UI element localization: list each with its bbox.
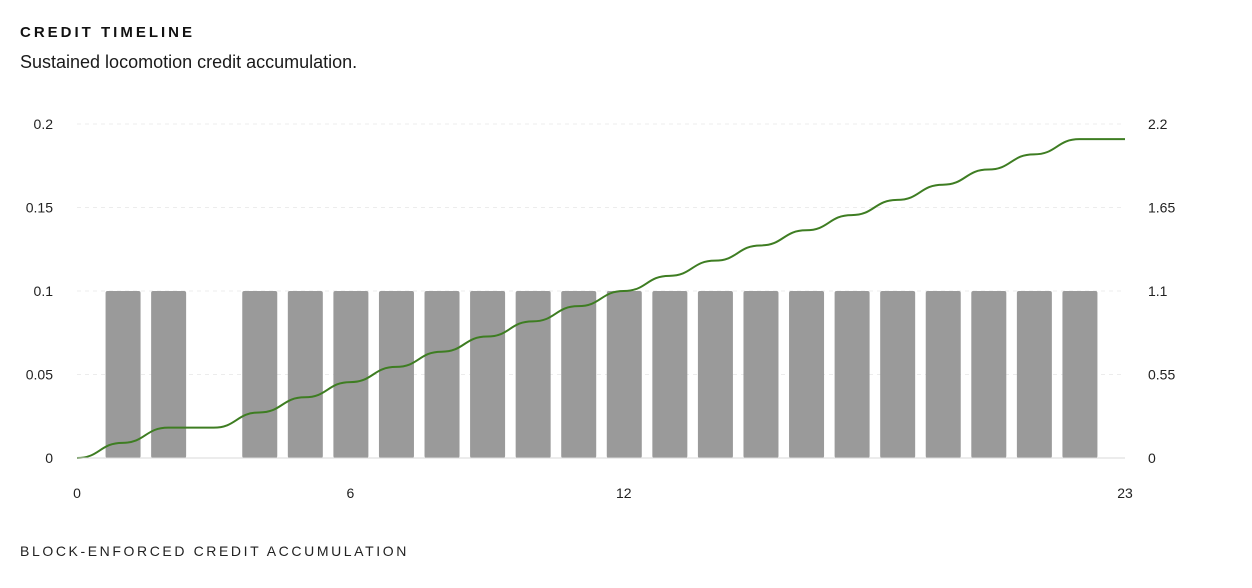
x-tick-label: 23 xyxy=(1117,485,1133,501)
y-left-tick-label: 0.15 xyxy=(26,200,53,216)
bar xyxy=(1016,291,1052,458)
bar xyxy=(242,291,278,458)
x-tick-label: 0 xyxy=(73,485,81,501)
axes: 0 0.05 0.1 0.15 0.2 0 0.55 1.1 1.65 2.2 0 6 12 23 xyxy=(26,116,1176,501)
bar xyxy=(834,291,870,458)
bar xyxy=(515,291,551,458)
bar xyxy=(925,291,961,458)
bar xyxy=(561,291,597,458)
y-right-tick-label: 0 xyxy=(1148,450,1156,466)
bar xyxy=(1062,291,1098,458)
bar xyxy=(789,291,825,458)
bar xyxy=(287,291,323,458)
bar xyxy=(424,291,460,458)
bar xyxy=(697,291,733,458)
bar xyxy=(333,291,369,458)
x-tick-label: 12 xyxy=(616,485,632,501)
y-left-tick-label: 0 xyxy=(45,450,53,466)
bar-series xyxy=(105,291,1098,458)
bar xyxy=(151,291,187,458)
bar xyxy=(378,291,414,458)
y-left-tick-label: 0.1 xyxy=(34,283,54,299)
bar xyxy=(743,291,779,458)
bar xyxy=(606,291,642,458)
bar xyxy=(880,291,916,458)
grid-lines xyxy=(77,123,1125,375)
y-right-tick-label: 0.55 xyxy=(1148,367,1175,383)
x-tick-label: 6 xyxy=(346,485,354,501)
bar xyxy=(470,291,506,458)
y-left-tick-label: 0.2 xyxy=(34,116,54,132)
bar xyxy=(105,291,141,458)
footer-label: BLOCK-ENFORCED CREDIT ACCUMULATION xyxy=(20,543,409,559)
bar xyxy=(971,291,1007,458)
bar xyxy=(652,291,688,458)
chart-title: CREDIT TIMELINE xyxy=(20,24,195,41)
y-left-tick-label: 0.05 xyxy=(26,367,53,383)
y-right-tick-label: 2.2 xyxy=(1148,116,1168,132)
chart-subtitle: Sustained locomotion credit accumulation… xyxy=(20,52,358,72)
y-right-tick-label: 1.1 xyxy=(1148,283,1168,299)
line-series xyxy=(76,138,1125,459)
y-right-tick-label: 1.65 xyxy=(1148,200,1175,216)
credit-line xyxy=(76,138,1125,459)
